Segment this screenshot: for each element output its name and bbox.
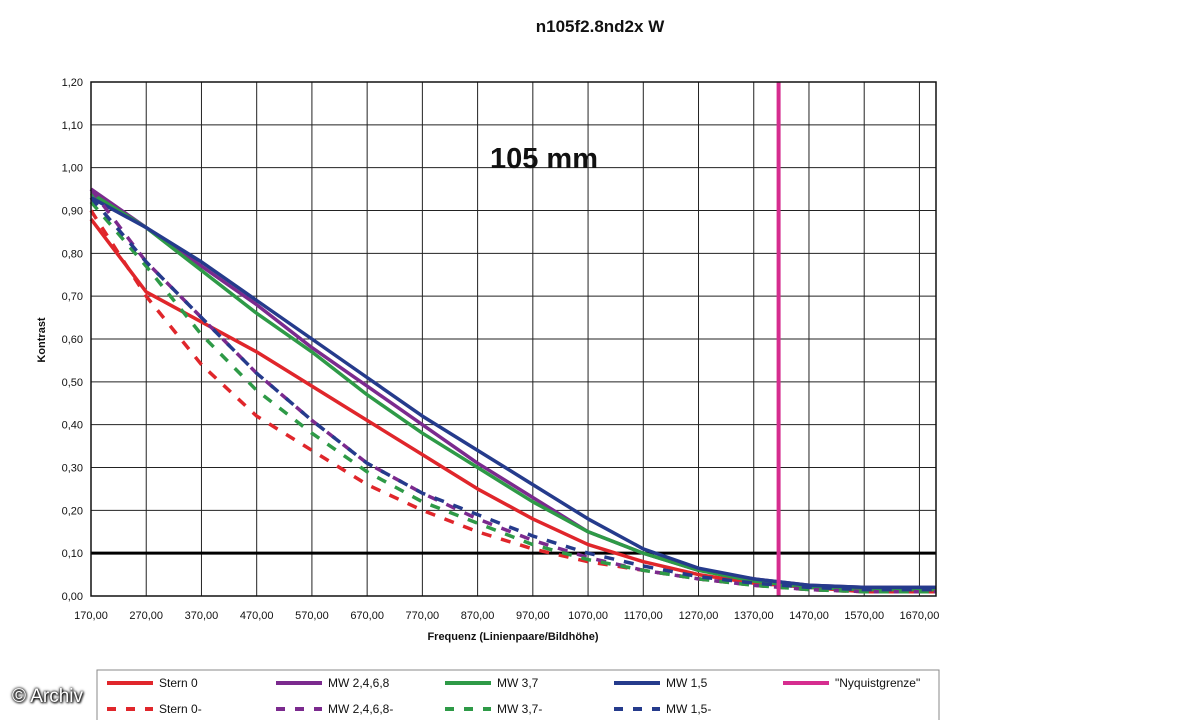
y-tick-label: 0,90	[62, 206, 83, 218]
series-line-7	[89, 200, 936, 594]
x-tick-label: 1570,00	[844, 610, 884, 622]
x-tick-label: 170,00	[74, 610, 108, 622]
legend-label-2: MW 3,7	[497, 676, 539, 690]
series-line-8	[89, 196, 936, 592]
copyright-watermark: © Archiv	[12, 686, 84, 707]
x-tick-labels: 170,00 270,00 370,00 470,00 570,00 670,00 770,…	[74, 610, 939, 622]
x-tick-label: 1070,00	[568, 610, 608, 622]
x-tick-label: 270,00	[129, 610, 163, 622]
y-tick-label: 0,30	[62, 463, 83, 475]
series-line-2	[90, 191, 936, 592]
chart-title: n105f2.8nd2x W	[536, 17, 665, 36]
y-tick-label: 0,60	[62, 334, 83, 346]
y-tick-label: 0,80	[62, 248, 83, 260]
y-tick-label: 0,40	[62, 420, 83, 432]
y-tick-label: 0,20	[62, 505, 83, 517]
x-tick-label: 970,00	[516, 610, 550, 622]
y-tick-label: 0,00	[62, 591, 83, 603]
focal-length-annotation: 105 mm	[490, 143, 598, 175]
x-tick-label: 1470,00	[789, 610, 829, 622]
x-tick-label: 1670,00	[900, 610, 940, 622]
x-tick-label: 1170,00	[624, 610, 663, 622]
legend-label-6: MW 2,4,6,8-	[328, 702, 393, 716]
x-tick-label: 1370,00	[734, 610, 774, 622]
y-tick-label: 1,10	[62, 120, 83, 132]
y-tick-labels: 0,00 0,10 0,20 0,30 0,40 0,50 0,60 0,70 0,80 0,90…	[62, 77, 83, 603]
legend-label-1: MW 2,4,6,8	[328, 676, 390, 690]
x-tick-label: 470,00	[240, 610, 274, 622]
x-axis-label: Frequenz (Linienpaare/Bildhöhe)	[427, 631, 598, 643]
legend-label-3: MW 1,5	[666, 676, 708, 690]
legend-label-4: "Nyquistgrenze"	[835, 676, 920, 690]
legend-label-0: Stern 0	[159, 676, 198, 690]
y-tick-label: 0,10	[62, 548, 83, 560]
x-tick-label: 370,00	[185, 610, 219, 622]
x-tick-label: 770,00	[406, 610, 440, 622]
y-tick-label: 1,00	[62, 163, 83, 175]
y-tick-label: 0,50	[62, 377, 83, 389]
legend-label-8: MW 1,5-	[666, 702, 711, 716]
y-axis-label: Kontrast	[36, 317, 48, 363]
x-tick-label: 670,00	[350, 610, 384, 622]
legend-label-5: Stern 0-	[159, 702, 202, 716]
legend: Stern 0 MW 2,4,6,8 MW 3,7 MW 1,5 "Nyquistgre…	[107, 676, 920, 716]
plot-frame	[90, 81, 937, 597]
series-lines	[89, 187, 936, 594]
legend-label-7: MW 3,7-	[497, 702, 542, 716]
y-tick-label: 0,70	[62, 291, 83, 303]
legend-box	[96, 669, 940, 720]
x-tick-label: 1270,00	[679, 610, 719, 622]
x-tick-label: 570,00	[295, 610, 329, 622]
x-tick-label: 870,00	[461, 610, 495, 622]
series-line-3	[90, 196, 936, 590]
y-tick-label: 1,20	[62, 77, 83, 89]
